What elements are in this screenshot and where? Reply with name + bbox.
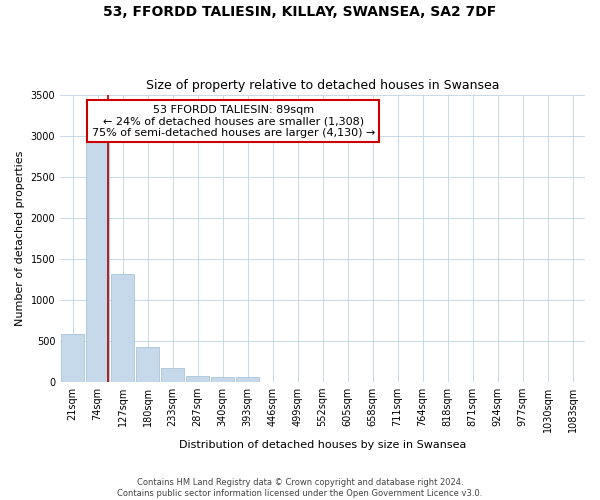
Title: Size of property relative to detached houses in Swansea: Size of property relative to detached ho… — [146, 79, 499, 92]
Text: 53 FFORDD TALIESIN: 89sqm
← 24% of detached houses are smaller (1,308)
75% of se: 53 FFORDD TALIESIN: 89sqm ← 24% of detac… — [92, 104, 375, 138]
Bar — [136, 347, 159, 382]
Text: 53, FFORDD TALIESIN, KILLAY, SWANSEA, SA2 7DF: 53, FFORDD TALIESIN, KILLAY, SWANSEA, SA… — [103, 5, 497, 19]
Bar — [187, 376, 209, 382]
Bar — [86, 142, 109, 382]
Bar — [211, 378, 234, 382]
Bar — [161, 368, 184, 382]
Y-axis label: Number of detached properties: Number of detached properties — [15, 150, 25, 326]
X-axis label: Distribution of detached houses by size in Swansea: Distribution of detached houses by size … — [179, 440, 466, 450]
Bar — [61, 334, 84, 382]
Bar — [112, 274, 134, 382]
Text: Contains HM Land Registry data © Crown copyright and database right 2024.
Contai: Contains HM Land Registry data © Crown c… — [118, 478, 482, 498]
Bar — [236, 378, 259, 382]
